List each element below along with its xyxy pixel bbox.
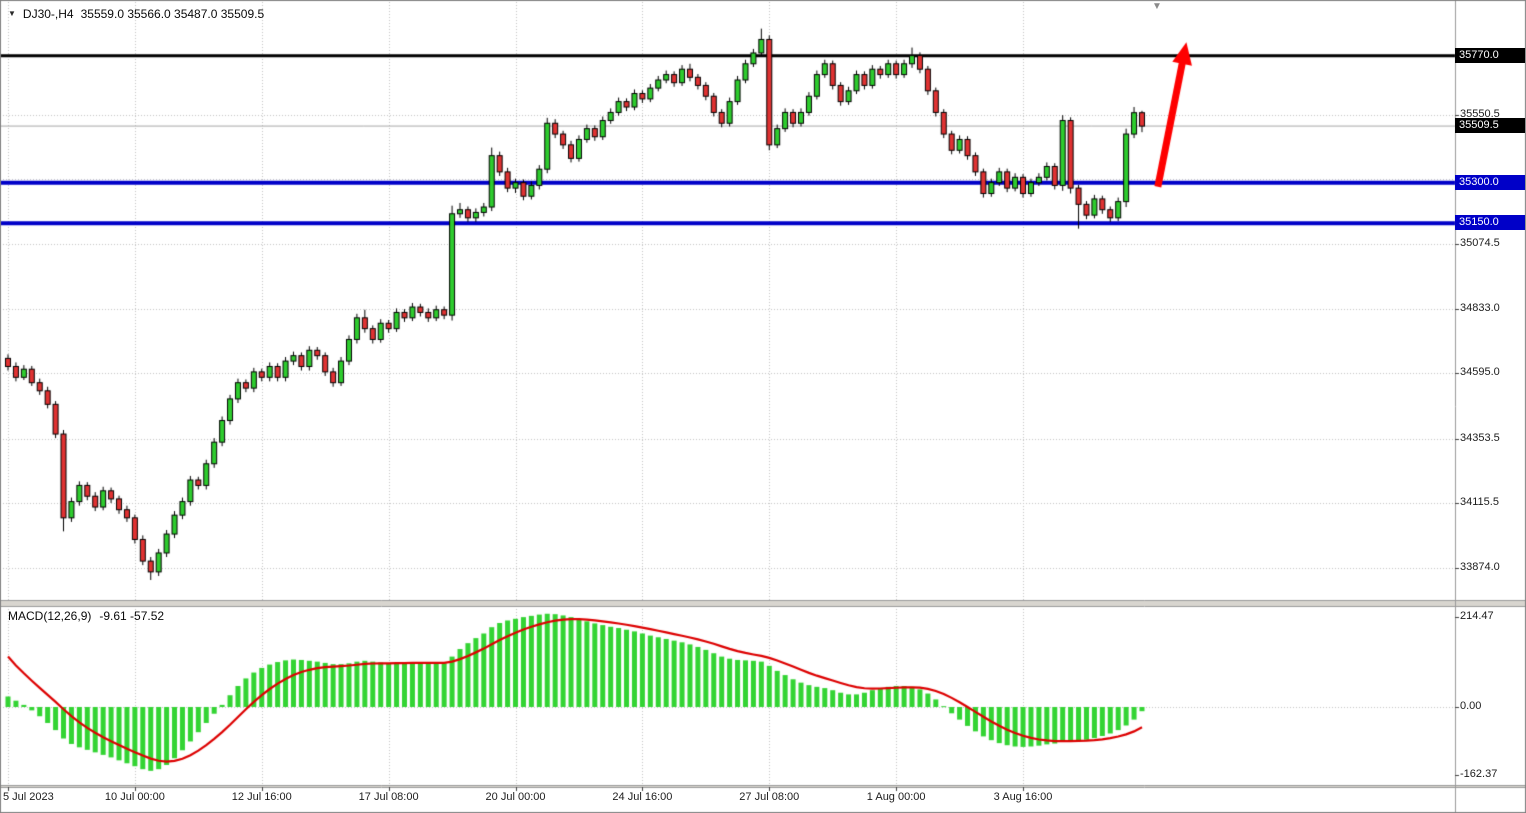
time-label: 10 Jul 00:00 — [104, 791, 165, 803]
price-tick-label: 35550.5 — [1460, 108, 1500, 120]
macd-axis-label: 214.47 — [1460, 609, 1494, 622]
time-label: 20 Jul 00:00 — [485, 791, 546, 803]
price-badge: 35300.0 — [1455, 174, 1525, 190]
price-axis[interactable]: 35550.5 35074.5 34833.0 34595.0 34353.5 34115… — [1455, 0, 1526, 787]
price-tick-label: 34833.0 — [1460, 301, 1500, 314]
price-tick-label: 34353.5 — [1460, 431, 1500, 444]
price-badge: 35770.0 — [1455, 47, 1525, 63]
chart-shift-marker-icon[interactable]: ▼ — [1152, 1, 1162, 12]
time-label: 12 Jul 16:00 — [231, 791, 292, 803]
time-axis[interactable]: 5 Jul 2023 10 Jul 00:00 12 Jul 16:00 17 Jul… — [0, 789, 1455, 813]
price-tick-label: 34115.5 — [1460, 495, 1499, 508]
price-badge: 35509.5 — [1455, 118, 1525, 134]
price-badge: 35150.0 — [1455, 215, 1525, 231]
time-label: 17 Jul 08:00 — [358, 791, 419, 803]
time-label: 27 Jul 08:00 — [739, 791, 800, 803]
price-tick-label: 34595.0 — [1460, 366, 1500, 379]
symbol-dropdown-icon[interactable]: ▼ — [8, 9, 16, 18]
time-label: 1 Aug 00:00 — [866, 791, 926, 803]
time-label: 3 Aug 16:00 — [993, 791, 1053, 803]
macd-axis-label: -162.37 — [1460, 768, 1498, 781]
time-label: 5 Jul 2023 — [3, 791, 54, 803]
price-tick-label: 33874.0 — [1460, 561, 1500, 574]
time-label: 24 Jul 16:00 — [612, 791, 673, 803]
macd-axis-label: 0.00 — [1460, 700, 1482, 712]
price-tick-label: 35074.5 — [1460, 236, 1500, 249]
